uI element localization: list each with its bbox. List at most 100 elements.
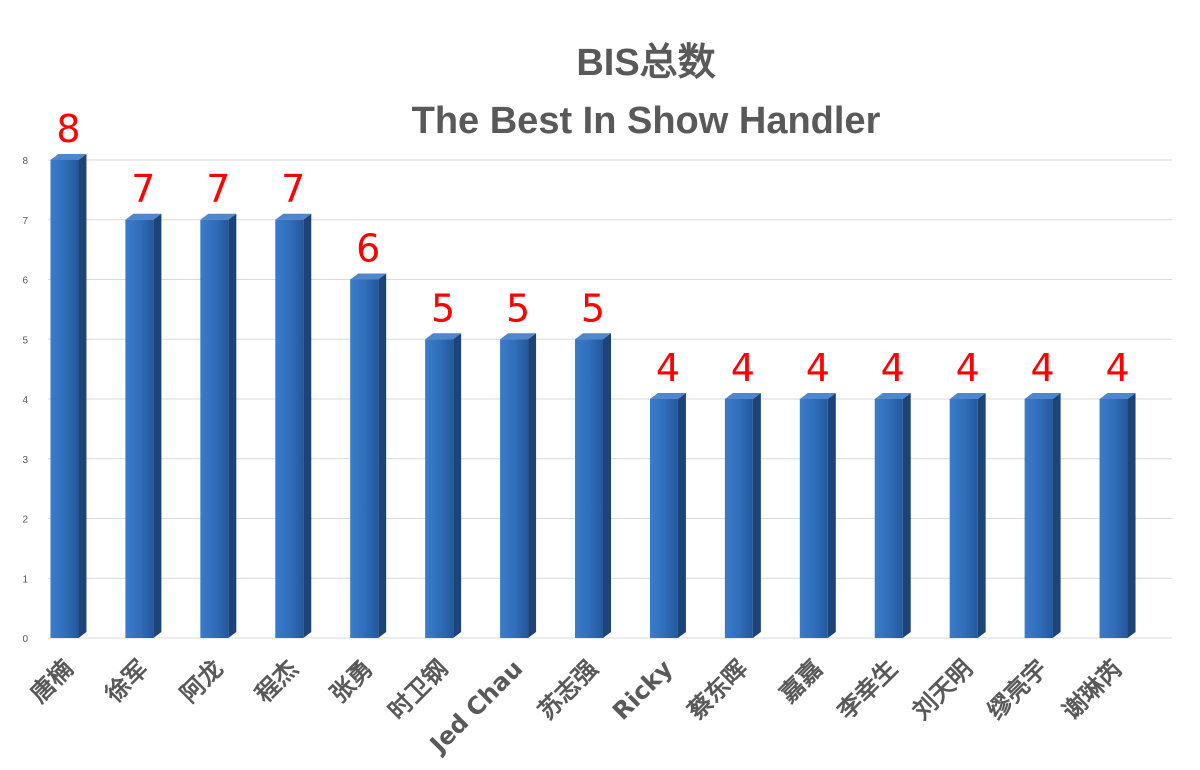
bar [724,393,761,638]
bar-top [724,393,761,399]
bar [350,273,387,638]
bar [50,154,87,638]
bar-top [799,393,836,399]
y-tick-label: 0 [22,634,28,645]
bar-front [949,399,978,638]
y-tick-label: 1 [22,574,28,585]
bar-side [78,154,87,638]
data-label: 7 [131,167,155,211]
data-label: 8 [56,107,80,151]
bar [575,333,611,638]
bar-top [874,393,911,399]
y-tick-label: 3 [22,455,28,466]
x-tick-label: 程杰 [250,654,304,708]
bar-front [200,219,229,638]
bar-front [125,219,154,638]
bar [425,333,462,638]
bar [500,333,537,638]
bar-front [1099,399,1128,638]
bar-side [1127,393,1136,638]
bar-top [649,393,686,399]
y-axis-ticks: 0 1 2 3 4 5 6 7 8 [22,156,28,645]
data-label: 7 [206,167,230,211]
x-tick-label: 嘉嘉 [774,654,828,708]
bar [1024,393,1061,638]
x-tick-label: 刘天明 [907,654,978,725]
x-tick-label: 李幸生 [832,654,903,725]
bar-side [228,213,237,638]
y-tick-label: 4 [22,395,28,406]
bar-top [50,154,87,160]
x-tick-label: 苏志强 [533,654,604,725]
data-label: 5 [431,286,455,330]
x-tick-label: 蔡东晖 [682,654,753,725]
bar-top [125,213,162,220]
x-tick-label: 谢琳芮 [1057,654,1128,725]
bar-top [949,393,986,399]
data-labels: 8 7 7 7 6 5 5 5 4 4 4 4 4 4 4 [56,107,1129,390]
data-label: 4 [656,346,680,390]
data-label: 6 [356,227,380,271]
data-label: 5 [506,286,530,330]
bars [50,154,1136,638]
chart-subtitle: The Best In Show Handler [412,100,881,142]
bar-side [977,393,986,638]
bar [649,393,686,638]
bar [1099,393,1136,638]
data-label: 5 [581,286,605,330]
bar-side [677,393,686,638]
y-tick-label: 6 [22,276,28,287]
bar-top [275,213,312,220]
bar-side [603,333,611,638]
bar [799,393,836,638]
bar-front [500,339,529,638]
y-tick-label: 7 [22,216,28,227]
bar-side [902,393,911,638]
bar-side [827,393,836,638]
bar-top [425,333,462,340]
x-tick-label: 时卫钢 [383,654,454,725]
bar-front [575,339,603,638]
data-label: 4 [956,346,980,390]
bar-front [275,219,304,638]
bar [949,393,986,638]
bar-top [350,273,387,280]
bar-top [200,213,237,220]
x-tick-label: 缪亮宇 [982,654,1053,725]
y-tick-label: 2 [22,515,28,526]
bar-front [649,399,678,638]
data-label: 4 [1031,346,1055,390]
data-label: 4 [731,346,755,390]
bar [200,213,237,638]
bar-side [303,213,312,638]
bar [275,213,312,638]
bar-side [752,393,761,638]
x-tick-label: Ricky [607,654,678,725]
bar [125,213,162,638]
bar-side [453,333,462,638]
y-tick-label: 8 [22,156,28,167]
bar-top [500,333,537,340]
bar-side [153,213,162,638]
bar-side [528,333,537,638]
bar-front [350,279,379,638]
bar-side [1052,393,1061,638]
data-label: 4 [881,346,905,390]
data-label: 4 [806,346,830,390]
bar-front [1024,399,1053,638]
data-label: 4 [1105,346,1129,390]
bar-front [799,399,828,638]
bar-front [50,160,79,638]
bar-front [874,399,903,638]
x-tick-label: 唐楠 [25,654,79,708]
chart-title: BIS总数 [576,42,715,84]
y-tick-label: 5 [22,335,28,346]
x-tick-label: 张勇 [325,654,379,708]
bar-top [1024,393,1061,399]
bar [874,393,911,638]
bar-top [575,333,611,340]
bar-front [425,339,454,638]
